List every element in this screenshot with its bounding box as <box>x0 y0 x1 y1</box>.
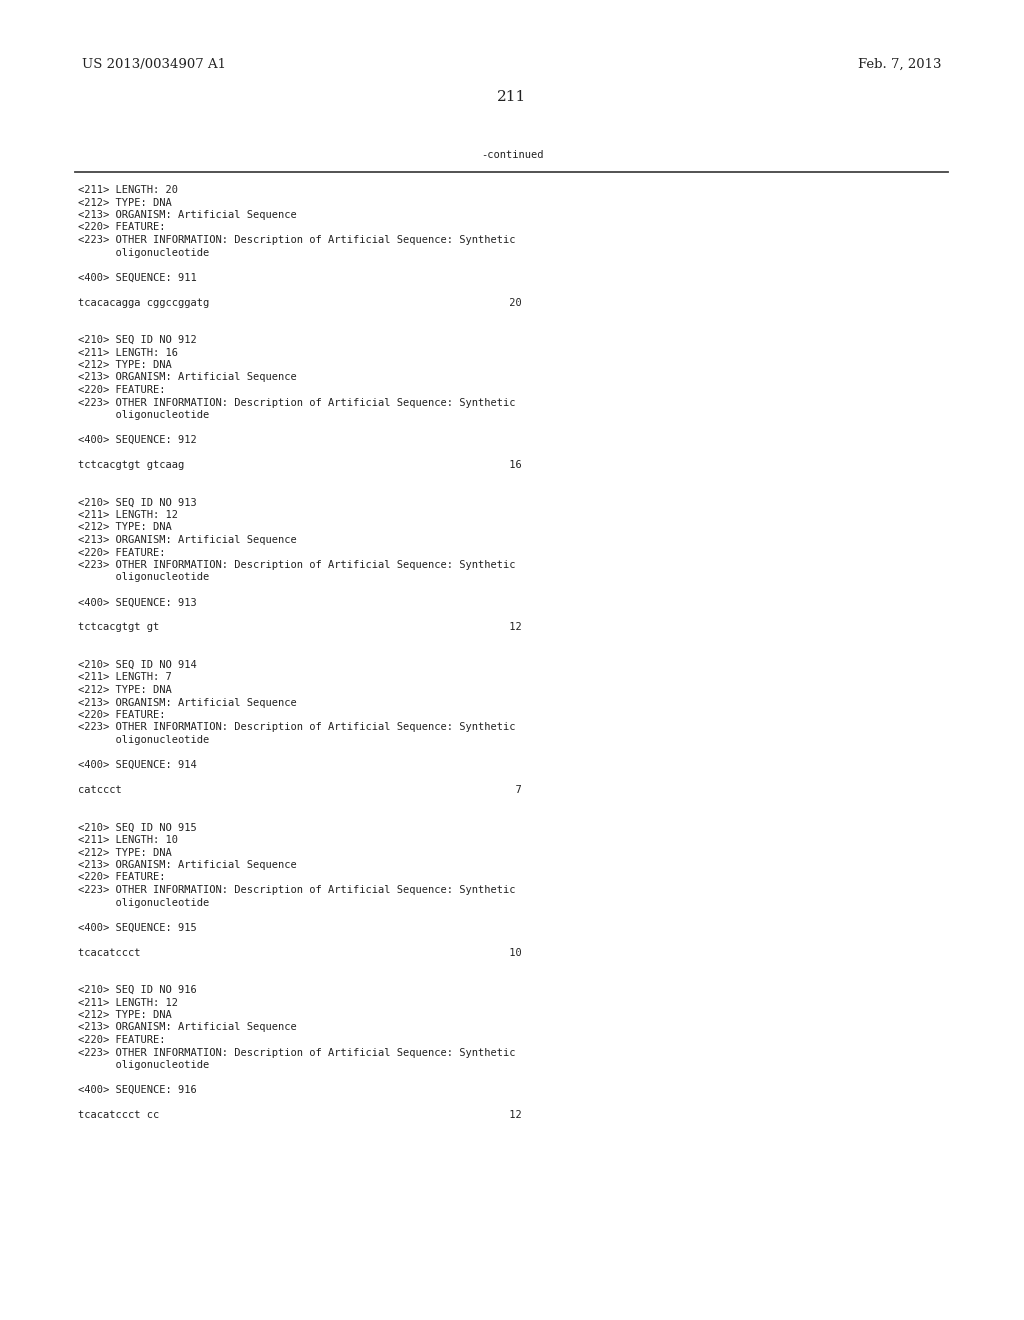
Text: <212> TYPE: DNA: <212> TYPE: DNA <box>78 847 172 858</box>
Text: <223> OTHER INFORMATION: Description of Artificial Sequence: Synthetic: <223> OTHER INFORMATION: Description of … <box>78 1048 515 1057</box>
Text: <220> FEATURE:: <220> FEATURE: <box>78 873 166 883</box>
Text: <220> FEATURE:: <220> FEATURE: <box>78 710 166 719</box>
Text: tctcacgtgt gt                                                        12: tctcacgtgt gt 12 <box>78 623 522 632</box>
Text: <220> FEATURE:: <220> FEATURE: <box>78 385 166 395</box>
Text: <213> ORGANISM: Artificial Sequence: <213> ORGANISM: Artificial Sequence <box>78 210 297 220</box>
Text: <400> SEQUENCE: 914: <400> SEQUENCE: 914 <box>78 760 197 770</box>
Text: oligonucleotide: oligonucleotide <box>78 1060 209 1071</box>
Text: <400> SEQUENCE: 916: <400> SEQUENCE: 916 <box>78 1085 197 1096</box>
Text: tctcacgtgt gtcaag                                                    16: tctcacgtgt gtcaag 16 <box>78 459 522 470</box>
Text: <212> TYPE: DNA: <212> TYPE: DNA <box>78 685 172 696</box>
Text: <211> LENGTH: 10: <211> LENGTH: 10 <box>78 836 178 845</box>
Text: <213> ORGANISM: Artificial Sequence: <213> ORGANISM: Artificial Sequence <box>78 535 297 545</box>
Text: <211> LENGTH: 16: <211> LENGTH: 16 <box>78 347 178 358</box>
Text: <220> FEATURE:: <220> FEATURE: <box>78 223 166 232</box>
Text: <223> OTHER INFORMATION: Description of Artificial Sequence: Synthetic: <223> OTHER INFORMATION: Description of … <box>78 722 515 733</box>
Text: <212> TYPE: DNA: <212> TYPE: DNA <box>78 198 172 207</box>
Text: -continued: -continued <box>480 150 544 160</box>
Text: tcacatccct                                                           10: tcacatccct 10 <box>78 948 522 957</box>
Text: <211> LENGTH: 12: <211> LENGTH: 12 <box>78 998 178 1007</box>
Text: oligonucleotide: oligonucleotide <box>78 898 209 908</box>
Text: <210> SEQ ID NO 914: <210> SEQ ID NO 914 <box>78 660 197 671</box>
Text: oligonucleotide: oligonucleotide <box>78 248 209 257</box>
Text: 211: 211 <box>498 90 526 104</box>
Text: catccct                                                               7: catccct 7 <box>78 785 522 795</box>
Text: <213> ORGANISM: Artificial Sequence: <213> ORGANISM: Artificial Sequence <box>78 861 297 870</box>
Text: <223> OTHER INFORMATION: Description of Artificial Sequence: Synthetic: <223> OTHER INFORMATION: Description of … <box>78 397 515 408</box>
Text: <210> SEQ ID NO 915: <210> SEQ ID NO 915 <box>78 822 197 833</box>
Text: <213> ORGANISM: Artificial Sequence: <213> ORGANISM: Artificial Sequence <box>78 372 297 383</box>
Text: <213> ORGANISM: Artificial Sequence: <213> ORGANISM: Artificial Sequence <box>78 697 297 708</box>
Text: Feb. 7, 2013: Feb. 7, 2013 <box>858 58 942 71</box>
Text: oligonucleotide: oligonucleotide <box>78 573 209 582</box>
Text: <211> LENGTH: 12: <211> LENGTH: 12 <box>78 510 178 520</box>
Text: <213> ORGANISM: Artificial Sequence: <213> ORGANISM: Artificial Sequence <box>78 1023 297 1032</box>
Text: <223> OTHER INFORMATION: Description of Artificial Sequence: Synthetic: <223> OTHER INFORMATION: Description of … <box>78 560 515 570</box>
Text: <211> LENGTH: 20: <211> LENGTH: 20 <box>78 185 178 195</box>
Text: <210> SEQ ID NO 913: <210> SEQ ID NO 913 <box>78 498 197 507</box>
Text: US 2013/0034907 A1: US 2013/0034907 A1 <box>82 58 226 71</box>
Text: oligonucleotide: oligonucleotide <box>78 411 209 420</box>
Text: oligonucleotide: oligonucleotide <box>78 735 209 744</box>
Text: <212> TYPE: DNA: <212> TYPE: DNA <box>78 1010 172 1020</box>
Text: <400> SEQUENCE: 913: <400> SEQUENCE: 913 <box>78 598 197 607</box>
Text: <212> TYPE: DNA: <212> TYPE: DNA <box>78 360 172 370</box>
Text: <220> FEATURE:: <220> FEATURE: <box>78 548 166 557</box>
Text: <400> SEQUENCE: 912: <400> SEQUENCE: 912 <box>78 436 197 445</box>
Text: tcacatccct cc                                                        12: tcacatccct cc 12 <box>78 1110 522 1119</box>
Text: <400> SEQUENCE: 915: <400> SEQUENCE: 915 <box>78 923 197 932</box>
Text: <212> TYPE: DNA: <212> TYPE: DNA <box>78 523 172 532</box>
Text: <210> SEQ ID NO 916: <210> SEQ ID NO 916 <box>78 985 197 995</box>
Text: tcacacagga cggccggatg                                                20: tcacacagga cggccggatg 20 <box>78 297 522 308</box>
Text: <210> SEQ ID NO 912: <210> SEQ ID NO 912 <box>78 335 197 345</box>
Text: <220> FEATURE:: <220> FEATURE: <box>78 1035 166 1045</box>
Text: <223> OTHER INFORMATION: Description of Artificial Sequence: Synthetic: <223> OTHER INFORMATION: Description of … <box>78 884 515 895</box>
Text: <211> LENGTH: 7: <211> LENGTH: 7 <box>78 672 172 682</box>
Text: <223> OTHER INFORMATION: Description of Artificial Sequence: Synthetic: <223> OTHER INFORMATION: Description of … <box>78 235 515 246</box>
Text: <400> SEQUENCE: 911: <400> SEQUENCE: 911 <box>78 272 197 282</box>
